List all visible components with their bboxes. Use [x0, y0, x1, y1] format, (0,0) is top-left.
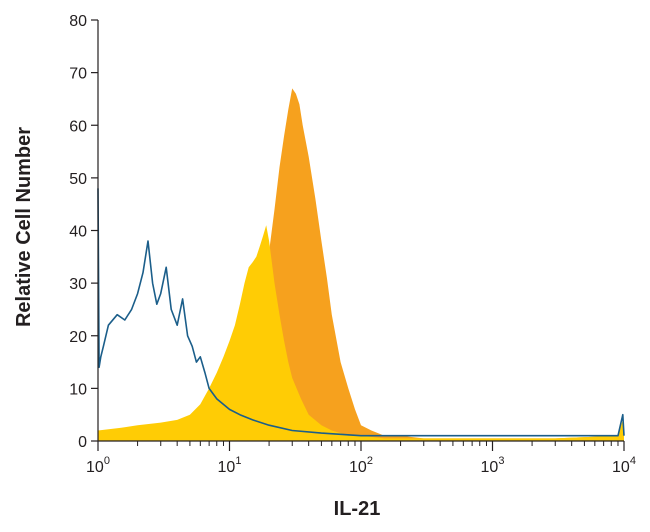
y-tick-label: 10	[69, 381, 87, 398]
y-tick-label: 40	[69, 224, 87, 241]
x-tick-label: 101	[218, 455, 242, 476]
series-1-area	[98, 225, 624, 441]
y-tick-label: 50	[69, 171, 87, 188]
y-tick-label: 70	[69, 66, 87, 83]
y-tick-label: 0	[78, 434, 87, 451]
x-tick-label: 104	[612, 455, 636, 476]
x-tick-label: 100	[86, 455, 110, 476]
y-tick-label: 20	[69, 329, 87, 346]
y-tick-label: 80	[69, 13, 87, 30]
series-0-area	[98, 88, 624, 442]
series-2-line	[97, 188, 625, 437]
y-ticks: 0 10 20 30 40 50 60 70 80	[69, 13, 98, 451]
x-ticks: 100 101 102 103 104	[86, 441, 636, 476]
y-tick-label: 30	[69, 276, 87, 293]
y-tick-label: 60	[69, 118, 87, 135]
x-tick-label: 103	[481, 455, 505, 476]
x-axis-title: IL-21	[334, 498, 381, 520]
series-layer	[97, 88, 625, 442]
x-tick-label: 102	[349, 455, 373, 476]
y-axis-title: Relative Cell Number	[13, 127, 35, 327]
